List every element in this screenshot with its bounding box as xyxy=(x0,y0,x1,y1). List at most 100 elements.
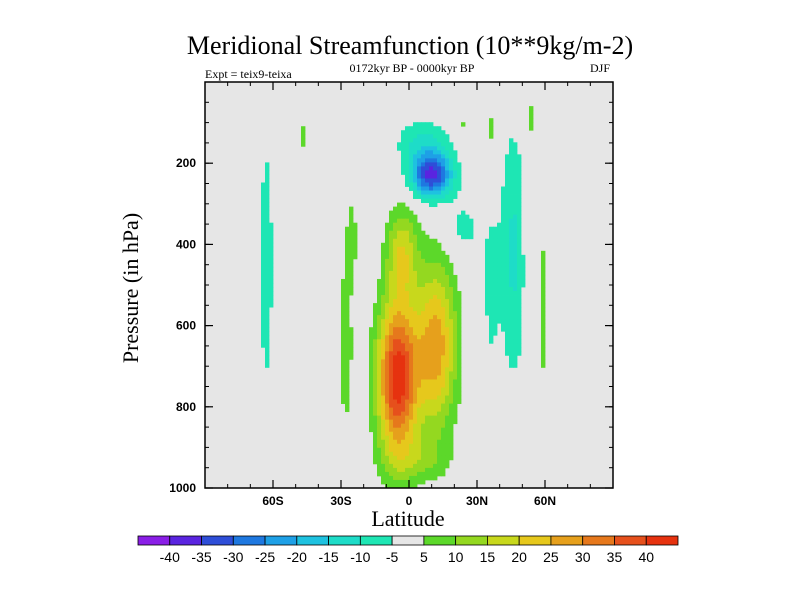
contour-cell xyxy=(493,299,498,304)
contour-cell xyxy=(345,287,350,292)
contour-cell xyxy=(441,323,446,328)
contour-cell xyxy=(513,202,518,208)
contour-cell xyxy=(261,198,266,203)
contour-cell xyxy=(385,274,390,280)
contour-cell xyxy=(489,254,494,260)
contour-cell xyxy=(433,331,438,336)
contour-cell xyxy=(441,250,446,256)
contour-cell xyxy=(509,250,514,256)
x-axis-ticks: 60S 30S 0 30N 60N xyxy=(204,82,614,508)
contour-cell xyxy=(417,439,422,445)
contour-cell xyxy=(413,274,418,280)
contour-cell xyxy=(397,351,402,356)
contour-cell xyxy=(441,319,446,324)
contour-cell xyxy=(261,278,266,284)
contour-cell xyxy=(393,319,398,324)
contour-cell xyxy=(489,122,494,127)
contour-cell xyxy=(389,274,394,280)
contour-cell xyxy=(393,303,398,308)
contour-cell xyxy=(377,455,382,461)
contour-cell xyxy=(509,210,514,216)
contour-cell xyxy=(445,254,450,260)
contour-cell xyxy=(265,363,270,368)
contour-cell xyxy=(453,150,458,155)
contour-cell xyxy=(489,339,494,344)
contour-cell xyxy=(421,166,426,171)
contour-cell xyxy=(265,270,270,276)
contour-cell xyxy=(405,411,410,417)
contour-cell xyxy=(433,455,438,461)
contour-cell xyxy=(389,379,394,384)
contour-cell xyxy=(405,266,410,272)
contour-cell xyxy=(441,355,446,360)
contour-cell xyxy=(409,463,414,469)
contour-cell xyxy=(521,262,526,268)
contour-cell xyxy=(345,226,350,232)
contour-cell xyxy=(377,423,382,429)
contour-cell xyxy=(437,258,442,264)
contour-cell xyxy=(445,427,450,433)
contour-cell xyxy=(377,287,382,292)
contour-cell xyxy=(389,351,394,356)
contour-cell xyxy=(437,351,442,356)
contour-cell xyxy=(509,142,514,147)
contour-cell xyxy=(509,282,514,288)
contour-cell xyxy=(405,367,410,372)
contour-cell xyxy=(413,403,418,408)
contour-cell xyxy=(501,266,506,272)
contour-cell xyxy=(373,419,378,425)
contour-cell xyxy=(501,287,506,292)
contour-cell xyxy=(345,383,350,388)
contour-cell xyxy=(509,359,514,364)
contour-cell xyxy=(381,479,386,485)
contour-cell xyxy=(509,319,514,324)
contour-cell xyxy=(541,295,546,300)
contour-cell xyxy=(409,439,414,445)
contour-cell xyxy=(425,311,430,316)
contour-cell xyxy=(433,431,438,437)
contour-cell xyxy=(521,282,526,288)
contour-cell xyxy=(413,319,418,324)
contour-cell xyxy=(493,307,498,312)
contour-cell xyxy=(429,419,434,425)
contour-cell xyxy=(401,287,406,292)
contour-cell xyxy=(433,407,438,413)
contour-cell xyxy=(497,246,502,252)
contour-cell xyxy=(449,451,454,457)
contour-cell xyxy=(389,250,394,256)
contour-cell xyxy=(385,475,390,481)
contour-cell xyxy=(373,443,378,449)
contour-cell xyxy=(441,443,446,449)
contour-cell xyxy=(421,307,426,312)
contour-cell xyxy=(509,146,514,151)
colorbar-label: 20 xyxy=(511,549,527,565)
contour-cell xyxy=(453,415,458,421)
contour-cell xyxy=(413,142,418,147)
contour-cell xyxy=(381,459,386,465)
contour-cell xyxy=(377,403,382,408)
contour-cell xyxy=(449,403,454,408)
contour-cell xyxy=(401,307,406,312)
contour-cell xyxy=(417,274,422,280)
contour-cell xyxy=(493,278,498,284)
contour-cell xyxy=(457,230,462,236)
contour-cell xyxy=(449,431,454,437)
contour-cell xyxy=(425,295,430,300)
contour-cell xyxy=(373,387,378,392)
contour-cell xyxy=(401,423,406,429)
contour-cell xyxy=(401,443,406,449)
contour-cell xyxy=(505,323,510,328)
contour-cell xyxy=(433,138,438,143)
contour-cell xyxy=(393,455,398,461)
contour-cell xyxy=(425,238,430,244)
contour-cell xyxy=(513,142,518,147)
contour-cell xyxy=(513,190,518,195)
contour-cell xyxy=(405,242,410,248)
contour-cell xyxy=(381,262,386,268)
contour-cell xyxy=(261,331,266,336)
contour-cell xyxy=(393,287,398,292)
contour-cell xyxy=(425,439,430,445)
contour-cell xyxy=(377,371,382,376)
contour-cell xyxy=(489,118,494,123)
contour-cell xyxy=(341,395,346,400)
